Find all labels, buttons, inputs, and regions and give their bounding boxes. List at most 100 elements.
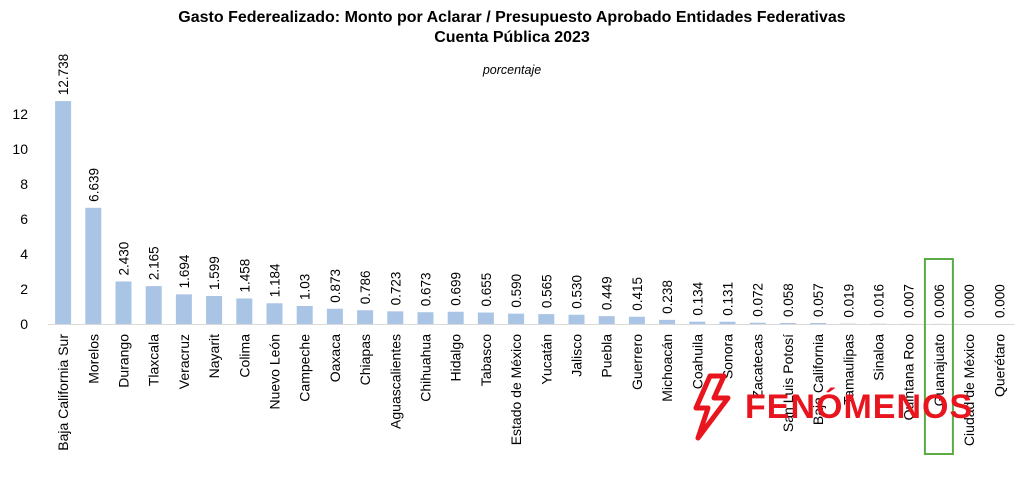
x-tick-label: Nuevo León [267, 334, 283, 410]
data-label: 0.019 [841, 284, 856, 318]
data-label: 0.072 [751, 283, 766, 317]
bar [508, 313, 525, 324]
x-tick-label: Michoacán [659, 334, 675, 402]
data-label: 0.699 [449, 272, 464, 306]
data-label: 1.03 [298, 274, 313, 300]
bar [749, 322, 766, 324]
data-label: 0.786 [358, 270, 373, 304]
bar [719, 321, 736, 324]
x-tick-label: Baja California Sur [55, 334, 71, 451]
data-label: 0.873 [328, 269, 343, 303]
x-tick-label: Tabasco [478, 334, 494, 386]
data-label: 0.723 [388, 272, 403, 306]
x-tick-label: Coahuila [689, 334, 705, 389]
x-tick-label: Querétaro [991, 334, 1007, 397]
bar [357, 310, 374, 324]
data-label: 1.694 [177, 254, 192, 288]
bar [628, 316, 645, 324]
x-tick-label: Ciudad de México [961, 334, 977, 446]
data-label: 12.738 [56, 54, 71, 95]
y-tick-label: 12 [12, 106, 28, 122]
highlight-box [923, 258, 954, 455]
x-tick-label: Nayarit [206, 334, 222, 378]
bar [236, 298, 253, 324]
data-label: 0.057 [811, 283, 826, 317]
data-label: 0.655 [479, 273, 494, 307]
x-tick-label: Sinaloa [871, 334, 887, 381]
bar [659, 319, 676, 324]
data-label: 1.458 [237, 259, 252, 293]
bar [55, 101, 72, 325]
data-label: 2.430 [117, 242, 132, 276]
x-tick-label: San Luis Potosí [780, 334, 796, 432]
x-tick-label: Puebla [599, 334, 615, 378]
y-tick-label: 0 [20, 316, 28, 332]
x-tick-label: Guanajuato [931, 334, 947, 407]
bar [85, 207, 102, 324]
data-label: 0.238 [660, 280, 675, 314]
chart-title-line2: Cuenta Pública 2023 [434, 29, 590, 46]
bar [296, 305, 313, 324]
data-label: 0.415 [630, 277, 645, 311]
lightning-bolt-icon [693, 373, 731, 441]
data-label: 0.058 [781, 283, 796, 317]
data-label: 0.590 [509, 274, 524, 308]
bar [538, 314, 555, 324]
data-label: 0.134 [690, 281, 705, 315]
data-label: 0.016 [872, 284, 887, 318]
bar [598, 316, 615, 324]
data-label: 0.565 [539, 274, 554, 308]
data-label: 0.000 [992, 284, 1007, 318]
y-tick-label: 2 [20, 281, 28, 297]
x-tick-label: Morelos [85, 334, 101, 384]
data-label: 1.184 [268, 263, 283, 297]
x-tick-label: Estado de México [508, 334, 524, 445]
x-tick-label: Chihuahua [418, 334, 434, 402]
y-tick-label: 6 [20, 211, 28, 227]
data-label: 0.449 [600, 276, 615, 310]
bar [810, 323, 827, 324]
watermark-logo-text: FENÓMENOS [745, 388, 974, 426]
x-tick-label: Baja California [810, 334, 826, 425]
x-tick-label: Campeche [297, 334, 313, 402]
bar [387, 311, 404, 324]
x-tick-label: Quintana Roo [901, 334, 917, 421]
y-tick-label: 10 [12, 141, 28, 157]
bar [779, 322, 796, 324]
data-label: 2.165 [147, 246, 162, 280]
x-tick-label: Jalisco [569, 334, 585, 377]
bar [206, 296, 223, 324]
bar [417, 312, 434, 324]
data-label: 0.007 [902, 284, 917, 318]
data-label: 0.131 [721, 282, 736, 316]
data-label: 0.530 [570, 275, 585, 309]
x-tick-label: Tamaulipas [840, 334, 856, 405]
x-tick-label: Yucatán [538, 334, 554, 385]
x-tick-label: Hidalgo [448, 334, 464, 382]
x-tick-label: Durango [116, 334, 132, 388]
x-tick-label: Sonora [720, 334, 736, 379]
bar [266, 303, 283, 324]
bar [115, 281, 132, 324]
x-tick-label: Aguascalientes [387, 334, 403, 429]
bar [477, 312, 494, 324]
data-label: 6.639 [86, 168, 101, 202]
x-tick-label: Veracruz [176, 334, 192, 389]
chart-title: Gasto Federealizado: Monto por Aclarar /… [178, 9, 846, 26]
y-tick-label: 4 [20, 246, 28, 262]
x-tick-label: Zacatecas [750, 334, 766, 399]
bar [447, 311, 464, 324]
bar [689, 321, 706, 324]
x-tick-label: Guerrero [629, 334, 645, 390]
bar [326, 308, 343, 324]
data-label: 0.000 [962, 284, 977, 318]
data-label: 1.599 [207, 256, 222, 290]
x-tick-label: Colima [236, 334, 252, 378]
data-label: 0.673 [419, 272, 434, 306]
data-label: 0.006 [932, 284, 947, 318]
bar [568, 314, 585, 324]
x-tick-label: Tlaxcala [146, 334, 162, 386]
chart-subtitle: porcentaje [482, 63, 542, 77]
bar [175, 294, 192, 324]
